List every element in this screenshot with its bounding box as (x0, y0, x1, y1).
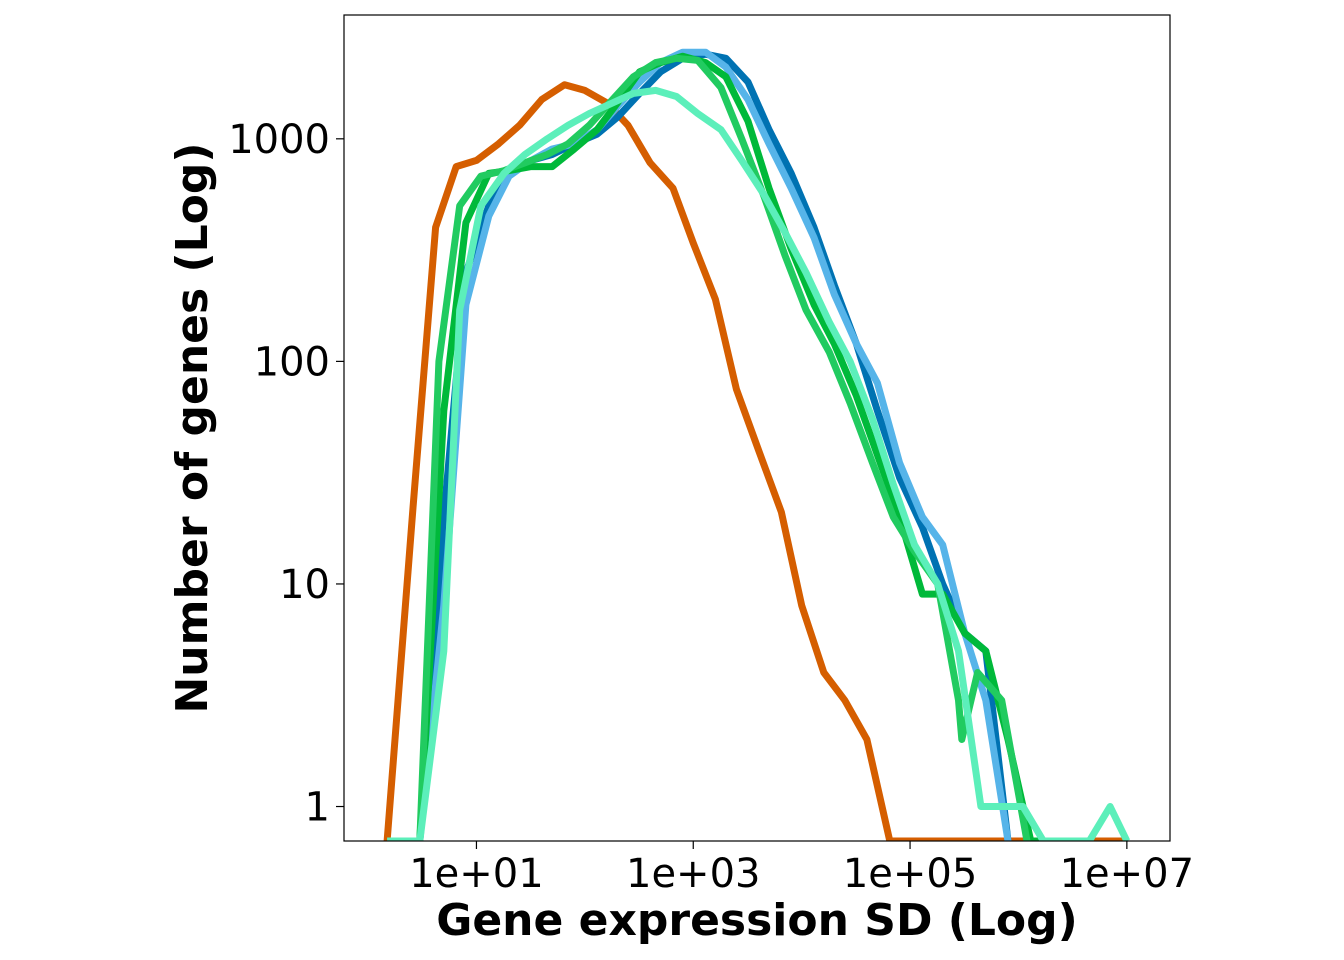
series-line-3 (395, 48, 1012, 841)
x-tick-label: 1e+03 (626, 851, 760, 897)
series-layer (383, 48, 1131, 841)
series-line-6 (387, 86, 1131, 841)
x-tick-label: 1e+07 (1060, 851, 1194, 897)
x-axis-title: Gene expression SD (Log) (436, 895, 1078, 946)
y-tick-label: 100 (254, 339, 330, 385)
y-tick-label: 10 (279, 562, 330, 608)
plot-frame (343, 14, 1171, 842)
x-tick-label: 1e+05 (843, 851, 977, 897)
series-line-1 (383, 81, 1127, 841)
y-axis-title: Number of genes (Log) (167, 142, 218, 713)
y-axis-ticks: 1 10 100 1000 (228, 117, 344, 831)
y-tick-label: 1000 (228, 117, 330, 163)
y-tick-label: 1 (305, 785, 330, 831)
x-tick-label: 1e+01 (409, 851, 543, 897)
x-axis-ticks: 1e+01 1e+03 1e+05 1e+07 (409, 841, 1194, 897)
